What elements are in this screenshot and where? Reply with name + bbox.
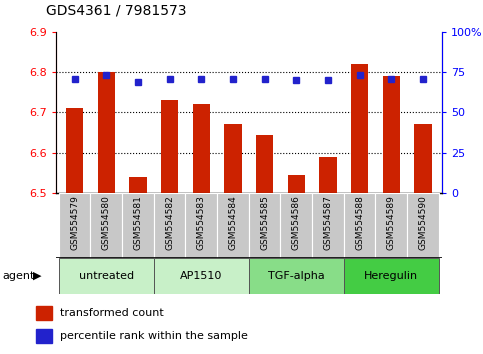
Text: GSM554579: GSM554579 <box>70 195 79 250</box>
Text: GSM554588: GSM554588 <box>355 195 364 250</box>
Bar <box>154 258 249 294</box>
Text: GSM554580: GSM554580 <box>102 195 111 250</box>
Bar <box>281 193 312 258</box>
Text: transformed count: transformed count <box>60 308 164 318</box>
Text: GSM554589: GSM554589 <box>387 195 396 250</box>
Text: GSM554584: GSM554584 <box>228 195 238 250</box>
Bar <box>161 100 178 193</box>
Bar <box>224 125 242 193</box>
Bar <box>249 258 344 294</box>
Text: percentile rank within the sample: percentile rank within the sample <box>60 331 248 341</box>
Bar <box>344 193 375 258</box>
Bar <box>90 193 122 258</box>
Bar <box>98 72 115 193</box>
Bar <box>217 193 249 258</box>
Bar <box>193 104 210 193</box>
Text: TGF-alpha: TGF-alpha <box>268 271 325 281</box>
Bar <box>319 157 337 193</box>
Bar <box>185 193 217 258</box>
Bar <box>375 193 407 258</box>
Bar <box>312 193 344 258</box>
Text: untreated: untreated <box>79 271 134 281</box>
Bar <box>383 76 400 193</box>
Bar <box>351 64 369 193</box>
Bar <box>36 306 52 320</box>
Bar <box>129 177 147 193</box>
Text: GSM554587: GSM554587 <box>324 195 332 250</box>
Bar <box>59 258 154 294</box>
Bar <box>287 175 305 193</box>
Bar <box>59 193 90 258</box>
Bar <box>249 193 281 258</box>
Text: GSM554586: GSM554586 <box>292 195 301 250</box>
Text: GSM554585: GSM554585 <box>260 195 269 250</box>
Text: GDS4361 / 7981573: GDS4361 / 7981573 <box>46 4 186 18</box>
Bar <box>414 125 432 193</box>
Text: Heregulin: Heregulin <box>364 271 418 281</box>
Text: GSM554583: GSM554583 <box>197 195 206 250</box>
Text: GSM554582: GSM554582 <box>165 195 174 250</box>
Bar <box>256 135 273 193</box>
Text: AP1510: AP1510 <box>180 271 223 281</box>
Bar <box>344 258 439 294</box>
Bar <box>36 329 52 343</box>
Text: agent: agent <box>2 271 35 281</box>
Text: GSM554581: GSM554581 <box>133 195 142 250</box>
Bar <box>154 193 185 258</box>
Bar <box>66 108 83 193</box>
Bar <box>407 193 439 258</box>
Text: ▶: ▶ <box>33 271 42 281</box>
Bar <box>122 193 154 258</box>
Text: GSM554590: GSM554590 <box>418 195 427 250</box>
